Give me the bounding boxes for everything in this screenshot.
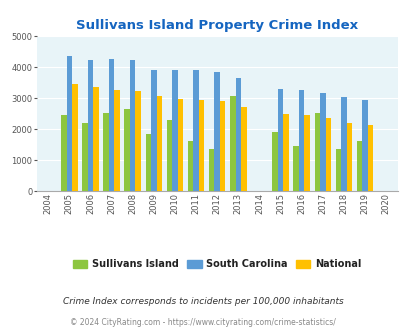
Bar: [341, 97, 346, 191]
Bar: [124, 109, 130, 191]
Bar: [145, 134, 151, 191]
Bar: [214, 72, 220, 191]
Bar: [172, 70, 177, 191]
Bar: [109, 59, 114, 191]
Bar: [346, 123, 352, 191]
Bar: [235, 79, 241, 191]
Bar: [156, 96, 162, 191]
Bar: [362, 100, 367, 191]
Bar: [283, 114, 288, 191]
Bar: [177, 99, 183, 191]
Bar: [277, 89, 283, 191]
Bar: [319, 93, 325, 191]
Bar: [298, 90, 304, 191]
Bar: [61, 115, 66, 191]
Bar: [272, 132, 277, 191]
Bar: [220, 101, 225, 191]
Bar: [130, 60, 135, 191]
Bar: [367, 125, 373, 191]
Bar: [151, 70, 156, 191]
Bar: [135, 91, 141, 191]
Bar: [93, 87, 98, 191]
Bar: [72, 84, 77, 191]
Bar: [209, 148, 214, 191]
Bar: [198, 100, 204, 191]
Bar: [114, 90, 119, 191]
Bar: [335, 148, 341, 191]
Bar: [103, 113, 109, 191]
Bar: [356, 141, 362, 191]
Bar: [188, 141, 193, 191]
Bar: [87, 60, 93, 191]
Bar: [230, 96, 235, 191]
Bar: [82, 123, 87, 191]
Text: © 2024 CityRating.com - https://www.cityrating.com/crime-statistics/: © 2024 CityRating.com - https://www.city…: [70, 318, 335, 327]
Bar: [193, 70, 198, 191]
Bar: [314, 113, 319, 191]
Bar: [166, 120, 172, 191]
Text: Crime Index corresponds to incidents per 100,000 inhabitants: Crime Index corresponds to incidents per…: [62, 297, 343, 307]
Title: Sullivans Island Property Crime Index: Sullivans Island Property Crime Index: [76, 19, 357, 32]
Bar: [293, 146, 298, 191]
Bar: [66, 56, 72, 191]
Legend: Sullivans Island, South Carolina, National: Sullivans Island, South Carolina, Nation…: [69, 255, 364, 273]
Bar: [304, 115, 309, 191]
Bar: [325, 118, 330, 191]
Bar: [241, 107, 246, 191]
